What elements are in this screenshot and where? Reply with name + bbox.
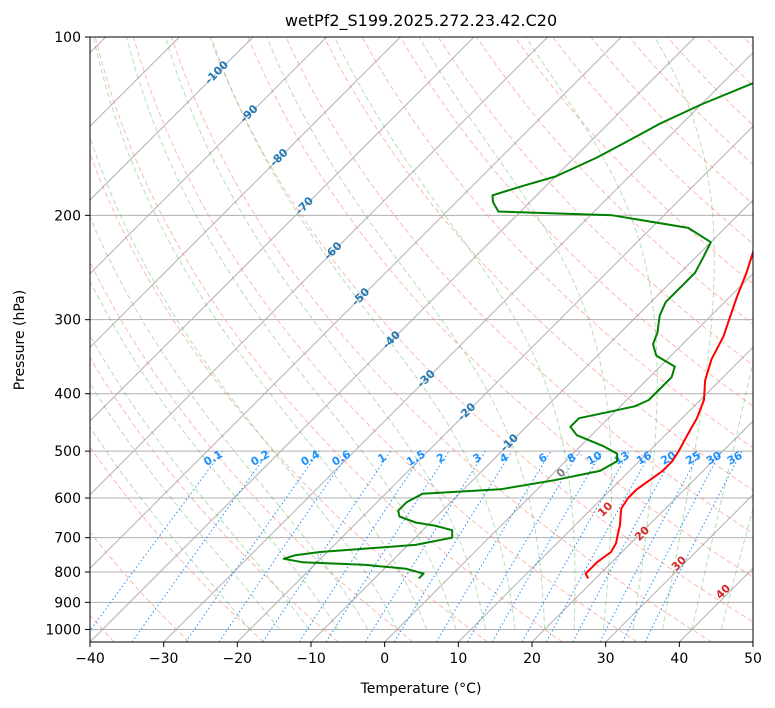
x-tick-label: 10 — [449, 651, 467, 667]
x-tick-label: −30 — [149, 651, 179, 667]
temperature-line — [584, 249, 753, 579]
isotherm-line — [90, 37, 254, 201]
moist-adiabat-line — [691, 358, 753, 630]
x-tick-label: −10 — [296, 651, 326, 667]
mixing-ratio-line — [325, 450, 450, 642]
y-tick-label: 300 — [54, 313, 81, 329]
dry-adiabat-line — [247, 37, 753, 578]
isotherm-line — [457, 346, 753, 642]
moist-adiabat-line — [90, 215, 369, 630]
y-axis-label: Pressure (hPa) — [12, 290, 28, 390]
dry-adiabat-line — [285, 37, 753, 535]
isotherm-line — [531, 420, 753, 642]
mixing-ratio-line — [393, 450, 513, 642]
dry-adiabat-line — [90, 356, 339, 642]
isotherm-line — [90, 37, 328, 275]
dry-adiabat-line — [361, 37, 753, 449]
y-tick-label: 700 — [54, 531, 81, 547]
mixing-ratio-line — [90, 450, 223, 632]
y-tick-label: 800 — [54, 565, 81, 581]
y-tick-label: 600 — [54, 491, 81, 507]
moist-adiabat-line — [654, 37, 715, 630]
moist-adiabat-line — [334, 37, 576, 630]
background-lines — [90, 37, 753, 642]
dry-adiabat-line — [132, 37, 638, 642]
moist-adiabat-line — [418, 37, 613, 630]
isotherm-line — [90, 37, 696, 642]
x-tick-label: 20 — [523, 651, 541, 667]
moist-adiabat-line — [90, 135, 398, 630]
dry-adiabat-line — [90, 531, 190, 642]
dry-adiabat-line — [171, 37, 712, 642]
isotherm-line — [236, 125, 753, 642]
moist-adiabat-line — [92, 37, 428, 630]
moist-adiabat-line — [525, 37, 658, 630]
x-tick-label: 30 — [597, 651, 615, 667]
mixing-ratio-line — [545, 450, 653, 642]
isotherm-line — [605, 493, 753, 642]
profile-series — [282, 82, 753, 580]
x-tick-label: 0 — [380, 651, 389, 667]
isotherm-line — [90, 37, 475, 422]
x-tick-label: 40 — [670, 651, 688, 667]
moist-adiabat-line — [210, 37, 516, 630]
chart-title: wetPf2_S199.2025.272.23.42.C20 — [285, 11, 557, 31]
y-tick-label: 500 — [54, 444, 81, 460]
mixing-ratio-line — [131, 450, 270, 642]
moist-adiabat-line — [164, 37, 487, 630]
y-tick-label: 200 — [54, 208, 81, 224]
dry-adiabat-line — [514, 37, 753, 285]
isotherm-line — [163, 51, 753, 642]
axis-ticks: −40 −30 −20 −10 0 10 20 30 40 50 100 200 300 400 500 60… — [45, 30, 762, 667]
dry-adiabat-line — [90, 446, 264, 642]
dry-adiabat-line — [209, 37, 753, 623]
dry-adiabat-line — [90, 260, 414, 642]
mixing-ratio-line — [218, 450, 351, 642]
moist-adiabat-line — [90, 279, 339, 630]
dry-adiabat-line — [437, 37, 753, 366]
isotherm-line — [90, 37, 549, 496]
isotherm-line — [90, 37, 622, 570]
dry-adiabat-line — [399, 37, 753, 407]
mixing-ratio-line — [262, 450, 392, 642]
y-tick-label: 1000 — [45, 622, 81, 638]
y-tick-label: 900 — [54, 595, 81, 611]
mixing-ratio-line — [185, 450, 320, 642]
moist-adiabat-line — [126, 37, 457, 630]
isotherm-line — [90, 37, 401, 349]
mixing-ratio-line — [644, 450, 743, 642]
y-tick-label: 100 — [54, 30, 81, 46]
moist-adiabat-line — [266, 37, 546, 630]
mixing-ratio-line — [572, 450, 677, 642]
x-tick-label: −20 — [223, 651, 253, 667]
dry-adiabat-line — [323, 37, 753, 491]
x-tick-label: 50 — [744, 651, 762, 667]
x-tick-label: −40 — [75, 651, 105, 667]
dry-adiabat-line — [90, 152, 488, 642]
isotherm-line — [384, 272, 753, 642]
mixing-ratio-line — [521, 450, 630, 642]
x-axis-label: Temperature (°C) — [360, 681, 482, 697]
plot-frame — [89, 36, 754, 643]
y-tick-label: 400 — [54, 387, 81, 403]
dewpoint-line — [282, 82, 753, 580]
moist-adiabat-line — [720, 506, 753, 630]
dry-adiabat-line — [94, 37, 563, 642]
moist-adiabat-line — [90, 334, 310, 630]
